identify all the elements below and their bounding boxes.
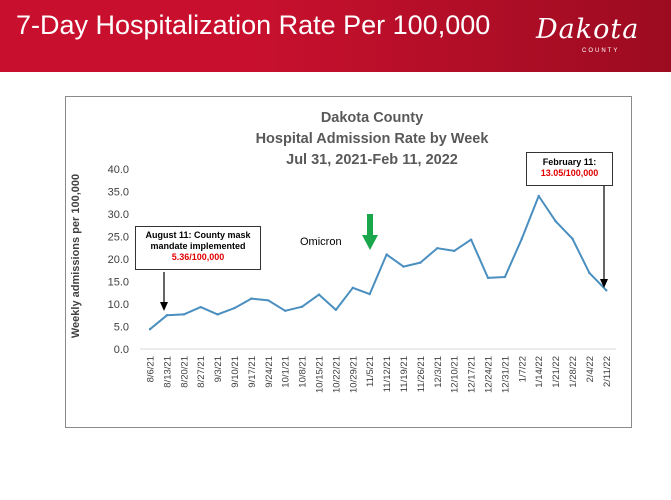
data-point — [554, 220, 557, 223]
mask-mandate-annotation: August 11: County mask mandate implement… — [135, 226, 261, 270]
x-tick-label: 1/7/22 — [517, 356, 528, 382]
x-tick-label: 10/8/21 — [298, 356, 309, 388]
x-tick-label: 1/28/22 — [568, 356, 579, 388]
data-point — [419, 261, 422, 264]
mask-annotation-line-1: August 11: County mask — [145, 230, 251, 240]
chart-title-line-1: Dakota County — [321, 110, 423, 126]
february-annotation: February 11: 13.05/100,000 — [526, 152, 613, 186]
x-tick-label: 8/6/21 — [146, 356, 157, 382]
x-tick-label: 2/11/22 — [602, 356, 613, 387]
x-tick-label: 12/31/21 — [500, 356, 511, 393]
x-tick-label: 11/19/21 — [399, 356, 410, 392]
x-tick-label: 2/4/22 — [585, 356, 596, 382]
x-tick-label: 1/21/22 — [551, 356, 562, 388]
data-point — [503, 275, 507, 279]
y-tick-label: 5.0 — [114, 322, 129, 334]
x-tick-label: 12/24/21 — [484, 356, 495, 393]
x-tick-label: 9/10/21 — [230, 356, 241, 388]
omicron-arrow-icon — [362, 214, 378, 250]
data-point — [165, 314, 169, 317]
data-point — [436, 247, 439, 250]
logo-subtext: COUNTY — [582, 48, 620, 54]
data-point — [537, 194, 540, 198]
chart-title-line-2: Hospital Admission Rate by Week — [256, 131, 490, 147]
data-point — [250, 297, 253, 300]
y-tick-label: 0.0 — [114, 344, 129, 356]
mask-annotation-line-2: mandate implemented — [150, 241, 246, 251]
february-annotation-line-1: February 11: — [542, 157, 597, 167]
omicron-label: Omicron — [300, 236, 342, 248]
data-point — [216, 313, 219, 316]
data-point — [267, 299, 270, 302]
x-tick-label: 1/14/22 — [534, 356, 545, 388]
x-tick-label: 8/27/21 — [196, 356, 207, 388]
data-point — [233, 306, 236, 310]
x-tick-label: 9/24/21 — [264, 356, 275, 388]
logo-wordmark: Dakota — [536, 14, 640, 45]
x-tick-label: 12/10/21 — [450, 356, 461, 393]
data-point — [453, 249, 456, 253]
data-point — [368, 292, 371, 296]
data-point — [571, 237, 574, 240]
x-tick-labels: 8/6/21 8/13/21 8/20/21 8/27/21 9/3/21 9/10/21… — [146, 356, 613, 393]
data-point — [351, 286, 354, 289]
data-point — [148, 328, 152, 331]
x-tick-label: 11/5/21 — [365, 356, 376, 387]
data-point — [605, 289, 608, 292]
data-point — [317, 293, 321, 296]
y-tick-labels: 0.0 5.0 10.0 15.0 20.0 25.0 30.0 35.0 40.0 — [108, 164, 129, 356]
x-tick-label: 9/17/21 — [247, 356, 258, 388]
series-line — [149, 195, 608, 330]
data-point — [199, 305, 202, 309]
data-point — [182, 313, 185, 316]
data-point — [300, 305, 304, 308]
data-point — [520, 237, 523, 240]
data-point — [588, 271, 591, 275]
x-tick-label: 12/3/21 — [433, 356, 444, 388]
data-point — [486, 276, 490, 280]
chart-title-line-3: Jul 31, 2021-Feb 11, 2022 — [286, 152, 458, 168]
data-point — [469, 238, 473, 241]
mask-pointer-arrow — [160, 272, 168, 311]
banner-shade — [251, 0, 671, 72]
x-tick-label: 12/17/21 — [467, 356, 478, 393]
y-tick-label: 25.0 — [108, 232, 129, 244]
x-tick-label: 10/15/21 — [315, 356, 326, 393]
x-tick-label: 8/20/21 — [179, 356, 190, 388]
x-tick-label: 11/12/21 — [382, 356, 393, 392]
x-tick-label: 11/26/21 — [416, 356, 427, 392]
y-tick-label: 40.0 — [108, 164, 129, 176]
x-tick-label: 10/22/21 — [331, 356, 342, 393]
y-tick-label: 35.0 — [108, 187, 129, 199]
data-point — [385, 253, 388, 256]
y-tick-label: 15.0 — [108, 277, 129, 289]
data-points — [148, 194, 608, 331]
data-point — [402, 265, 405, 268]
february-annotation-value: 13.05/100,000 — [540, 168, 599, 178]
mask-annotation-value: 5.36/100,000 — [171, 252, 225, 262]
february-pointer-arrow — [600, 184, 608, 288]
data-point — [284, 309, 287, 312]
dakota-county-logo: Dakota COUNTY — [536, 14, 646, 62]
x-tick-label: 10/29/21 — [348, 356, 359, 393]
y-axis-label: Weekly admissions per 100,000 — [70, 174, 82, 338]
y-tick-label: 10.0 — [108, 299, 129, 311]
x-tick-label: 9/3/21 — [213, 356, 224, 382]
x-tick-label: 8/13/21 — [162, 356, 173, 388]
y-tick-label: 30.0 — [108, 209, 129, 221]
y-tick-label: 20.0 — [108, 254, 129, 266]
x-tick-label: 10/1/21 — [281, 356, 292, 388]
title-banner: 7-Day Hospitalization Rate Per 100,000 D… — [0, 0, 671, 72]
page-title: 7-Day Hospitalization Rate Per 100,000 — [16, 10, 491, 40]
data-point — [334, 308, 338, 312]
